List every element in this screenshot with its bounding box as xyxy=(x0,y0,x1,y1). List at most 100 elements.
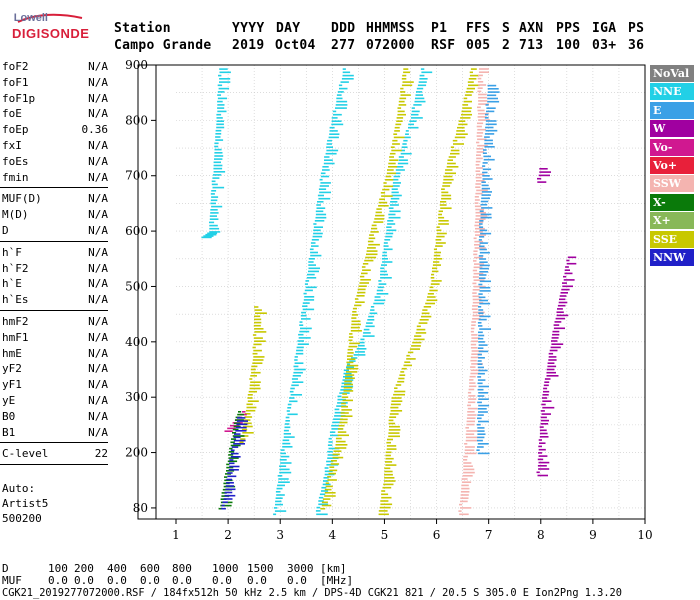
data-point xyxy=(351,314,358,316)
data-point xyxy=(386,229,397,232)
data-point xyxy=(380,503,393,506)
data-point xyxy=(324,470,333,473)
data-point xyxy=(374,299,386,302)
legend-label: NNE xyxy=(653,85,682,99)
data-point xyxy=(337,91,344,93)
data-point xyxy=(318,188,327,190)
data-point xyxy=(461,481,472,483)
data-point xyxy=(464,443,468,445)
data-point xyxy=(326,149,339,152)
data-point xyxy=(339,392,350,394)
data-point xyxy=(343,386,353,389)
data-point xyxy=(480,216,492,219)
data-point xyxy=(213,171,226,173)
logo-swoosh-icon xyxy=(17,13,83,23)
data-point xyxy=(280,462,292,464)
legend-item: W xyxy=(650,120,694,138)
data-point xyxy=(474,196,479,198)
data-point xyxy=(484,133,495,135)
data-point xyxy=(405,133,409,135)
data-point xyxy=(461,113,472,116)
data-point xyxy=(242,432,254,434)
data-point xyxy=(284,426,291,429)
data-point xyxy=(438,223,449,225)
data-point xyxy=(425,302,435,305)
data-point xyxy=(221,492,227,494)
param-row: D N/A xyxy=(2,224,108,238)
data-point xyxy=(468,388,475,391)
data-point xyxy=(212,177,220,179)
data-point xyxy=(539,426,544,428)
data-point xyxy=(555,317,566,320)
data-point xyxy=(548,356,557,358)
data-point xyxy=(341,382,352,385)
data-point xyxy=(247,394,253,396)
data-point xyxy=(388,435,400,438)
data-point xyxy=(275,500,282,503)
data-point xyxy=(543,390,550,393)
data-point xyxy=(216,113,222,116)
param-row: B1 N/A xyxy=(2,426,108,440)
data-point xyxy=(335,104,348,106)
data-point xyxy=(401,84,413,87)
data-point xyxy=(566,259,570,262)
data-point xyxy=(542,406,555,409)
data-point xyxy=(479,248,487,251)
data-point xyxy=(381,195,393,197)
data-point xyxy=(414,100,426,103)
data-point xyxy=(476,157,483,160)
data-point xyxy=(225,485,234,487)
data-point xyxy=(478,334,485,337)
data-point xyxy=(547,365,557,368)
data-point xyxy=(227,472,233,474)
param-name: h`F xyxy=(2,245,22,259)
param-name: hmF2 xyxy=(2,315,29,328)
data-point xyxy=(476,154,481,156)
data-point xyxy=(389,416,397,418)
legend-item: X+ xyxy=(650,212,694,230)
header-value: RSF xyxy=(431,38,456,53)
data-point xyxy=(433,248,437,251)
data-point xyxy=(462,107,472,109)
data-point xyxy=(337,398,346,401)
data-point xyxy=(393,133,398,135)
data-point xyxy=(342,68,346,70)
data-point xyxy=(416,328,426,331)
data-point xyxy=(367,240,374,243)
data-point xyxy=(386,226,392,228)
data-point xyxy=(468,395,476,397)
data-point xyxy=(209,231,221,233)
data-point xyxy=(475,183,482,185)
data-point xyxy=(418,81,427,83)
data-point xyxy=(478,306,482,308)
data-point xyxy=(345,377,355,379)
param-row: h`F N/A xyxy=(2,246,108,260)
data-point xyxy=(443,175,453,178)
data-point xyxy=(361,266,366,268)
data-point xyxy=(343,376,353,378)
data-point xyxy=(472,318,481,320)
data-point xyxy=(331,460,337,462)
data-point xyxy=(477,116,487,118)
data-point xyxy=(384,473,393,476)
data-point xyxy=(308,261,314,263)
data-point xyxy=(383,248,393,251)
data-point xyxy=(237,413,244,416)
data-point xyxy=(384,239,391,241)
data-point xyxy=(481,197,490,200)
data-point xyxy=(470,68,477,70)
data-point xyxy=(479,261,488,263)
param-separator xyxy=(0,187,108,189)
data-point xyxy=(225,488,236,491)
data-point xyxy=(307,273,315,276)
data-point xyxy=(224,430,233,432)
data-point xyxy=(327,479,337,481)
data-point xyxy=(453,143,464,145)
data-point xyxy=(475,218,486,220)
data-point xyxy=(249,378,253,380)
data-point xyxy=(348,345,358,348)
legend-item: X- xyxy=(650,193,694,211)
data-point xyxy=(397,380,405,383)
data-point xyxy=(219,71,231,74)
data-point xyxy=(408,126,419,129)
